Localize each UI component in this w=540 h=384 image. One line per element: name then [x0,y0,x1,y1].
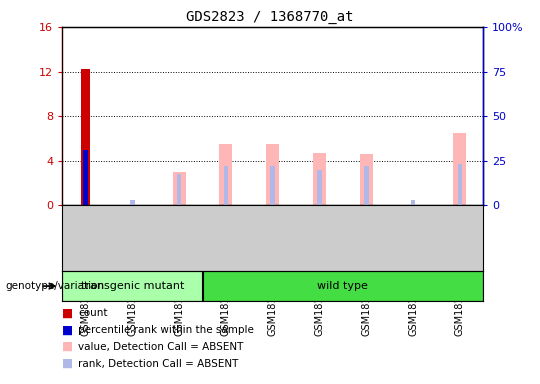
Bar [411,200,415,205]
Text: count: count [78,308,108,318]
Text: wild type: wild type [318,281,368,291]
Bar [177,174,181,205]
Bar [62,271,202,301]
Text: ■: ■ [62,306,73,319]
Bar [364,166,369,205]
Text: ■: ■ [62,357,73,370]
Bar [317,170,322,205]
Text: value, Detection Call = ABSENT: value, Detection Call = ABSENT [78,342,244,352]
Bar [83,150,88,205]
Text: transgenic mutant: transgenic mutant [80,281,184,291]
Text: ■: ■ [62,323,73,336]
Bar [266,144,279,205]
Bar [173,172,186,205]
Bar [457,164,462,205]
Bar [271,166,275,205]
Text: GDS2823 / 1368770_at: GDS2823 / 1368770_at [186,10,354,23]
Text: genotype/variation: genotype/variation [5,281,105,291]
Bar [82,69,90,205]
Text: rank, Detection Call = ABSENT: rank, Detection Call = ABSENT [78,359,239,369]
Bar [454,133,467,205]
Bar [313,153,326,205]
Text: ■: ■ [62,340,73,353]
Text: percentile rank within the sample: percentile rank within the sample [78,325,254,335]
Bar [360,154,373,205]
Bar [130,200,134,205]
Bar [219,144,232,205]
Bar [202,271,483,301]
Bar [224,166,228,205]
